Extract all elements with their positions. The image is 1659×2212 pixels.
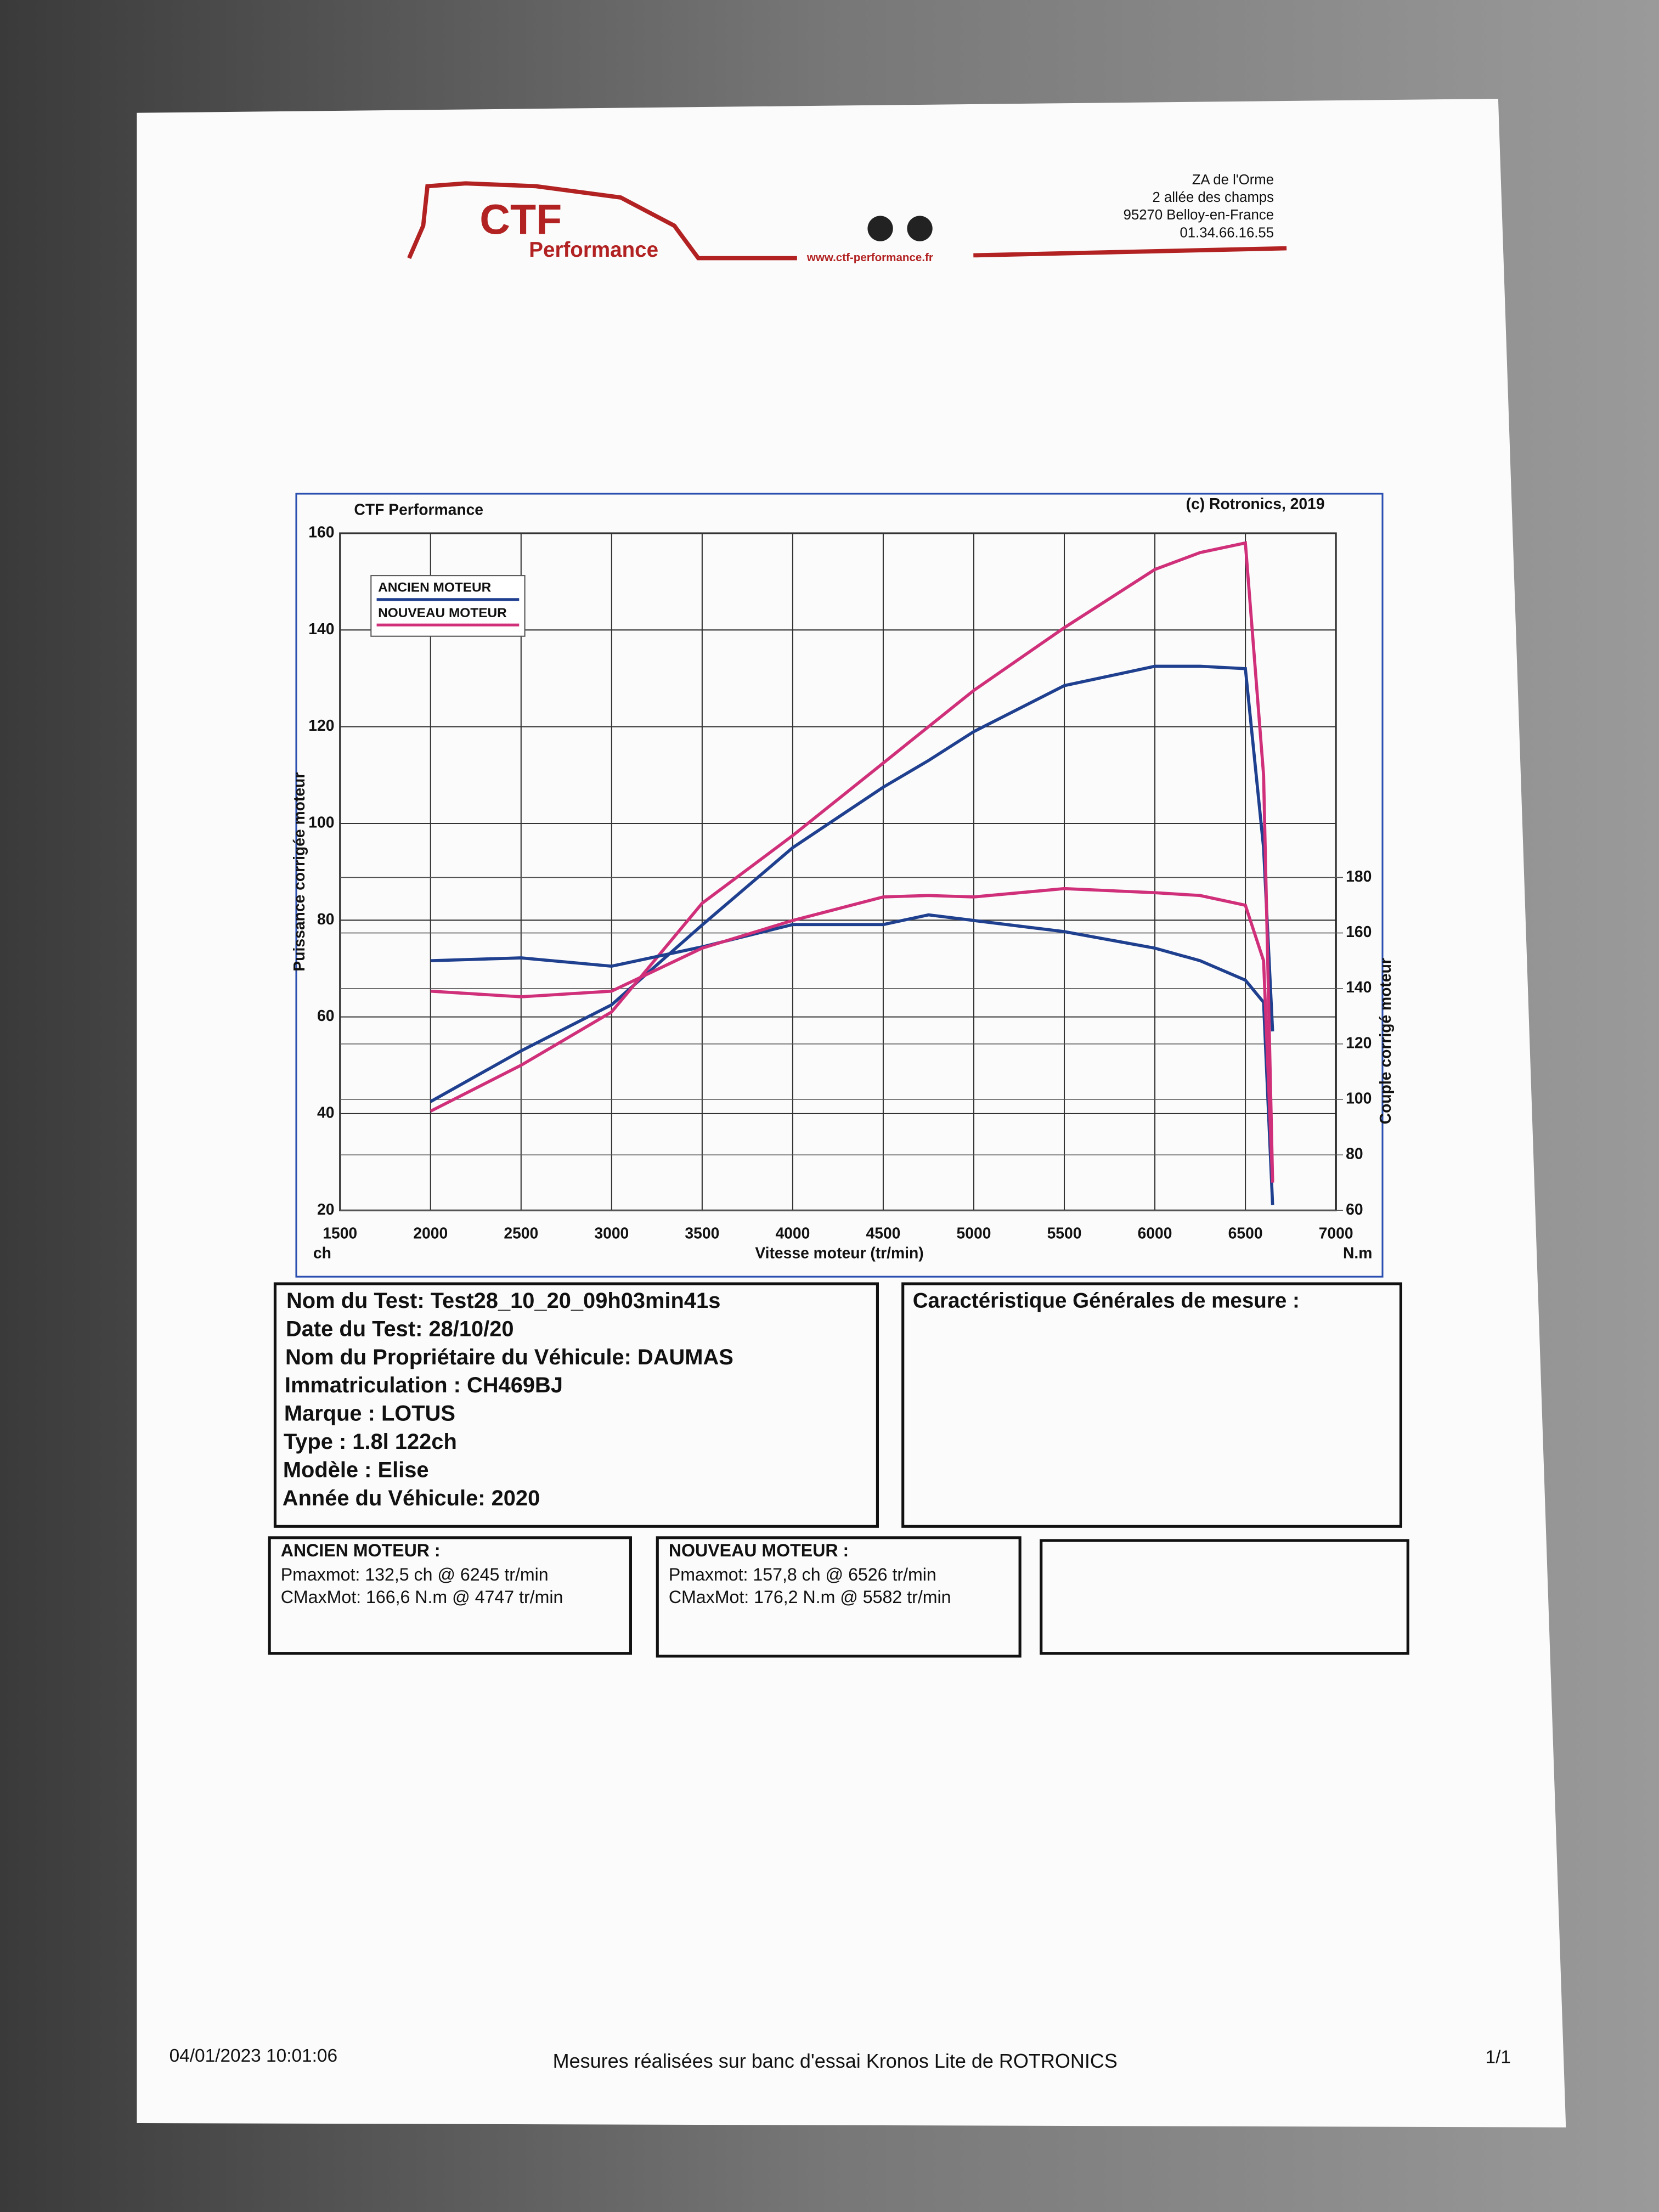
test-info-box: [273, 1282, 879, 1528]
legend-label: NOUVEAU MOTEUR: [378, 606, 507, 620]
y-tick-label: 160: [308, 523, 334, 540]
x-tick-label: 4500: [866, 1224, 901, 1242]
chart-copyright: (c) Rotronics, 2019: [1186, 495, 1325, 512]
y2-tick-label: 100: [1346, 1089, 1372, 1107]
test-info-line: Marque : LOTUS: [284, 1402, 455, 1426]
y-tick-label: 100: [308, 813, 334, 831]
header-rule: [973, 246, 1287, 258]
result-title: NOUVEAU MOTEUR :: [669, 1541, 849, 1560]
y-unit: ch: [313, 1244, 331, 1261]
test-info-line: Type : 1.8l 122ch: [284, 1430, 457, 1454]
logo-shape: [407, 181, 797, 261]
legend-label: ANCIEN MOTEUR: [378, 580, 491, 595]
address-line: ZA de l'Orme: [1192, 172, 1274, 188]
test-info-line: Nom du Propriétaire du Véhicule: DAUMAS: [285, 1345, 733, 1369]
y-tick-label: 140: [308, 620, 334, 637]
test-info-line: Immatriculation : CH469BJ: [285, 1373, 563, 1397]
x-tick-label: 3500: [685, 1224, 719, 1242]
address-line: 01.34.66.16.55: [1180, 225, 1274, 240]
y2-tick-label: 140: [1346, 978, 1372, 996]
test-info-line: Année du Véhicule: 2020: [283, 1486, 540, 1510]
y-tick-label: 40: [317, 1103, 334, 1121]
test-info-line: Modèle : Elise: [283, 1458, 429, 1482]
x-tick-label: 2000: [413, 1224, 448, 1242]
x-tick-label: 3000: [594, 1224, 629, 1242]
x-tick-label: 6500: [1228, 1224, 1263, 1242]
footer-timestamp: 04/01/2023 10:01:06: [170, 2046, 338, 2066]
result-title: ANCIEN MOTEUR :: [281, 1541, 441, 1560]
empty-box: [1040, 1539, 1409, 1655]
y2-unit: N.m: [1343, 1244, 1372, 1261]
result-line: CMaxMot: 176,2 N.m @ 5582 tr/min: [669, 1587, 951, 1607]
y-tick-label: 20: [317, 1200, 334, 1218]
result-line: CMaxMot: 166,6 N.m @ 4747 tr/min: [281, 1587, 563, 1607]
result-box: [268, 1536, 632, 1655]
result-box: [656, 1536, 1022, 1658]
y2-tick-label: 160: [1346, 923, 1372, 940]
x-axis-label: Vitesse moteur (tr/min): [755, 1244, 923, 1261]
y2-tick-label: 180: [1346, 867, 1372, 885]
characteristics-title: Caractéristique Générales de mesure :: [913, 1289, 1300, 1313]
characteristics-box: [901, 1282, 1403, 1528]
facebook-icon: [867, 216, 893, 241]
logo-main: CTF: [479, 196, 562, 244]
footer-note: Mesures réalisées sur banc d'essai Krono…: [553, 2050, 1118, 2072]
address-line: 95270 Belloy-en-France: [1124, 207, 1274, 223]
series-line: [430, 913, 1274, 1205]
x-tick-label: 7000: [1319, 1224, 1353, 1242]
result-line: Pmaxmot: 157,8 ch @ 6526 tr/min: [669, 1565, 936, 1584]
y2-axis-label: Couple corrigé moteur: [1376, 958, 1394, 1124]
test-info-line: Date du Test: 28/10/20: [286, 1317, 514, 1341]
website: www.ctf-performance.fr: [806, 251, 933, 264]
address-line: 2 allée des champs: [1153, 190, 1274, 205]
x-tick-label: 1500: [323, 1224, 357, 1242]
y2-tick-label: 60: [1346, 1200, 1363, 1218]
x-tick-label: 4000: [775, 1224, 810, 1242]
x-tick-label: 5000: [957, 1224, 991, 1242]
test-info-line: Nom du Test: Test28_10_20_09h03min41s: [286, 1289, 720, 1313]
chart-frame: [295, 493, 1384, 1278]
series-line: [430, 887, 1274, 1183]
series-line: [430, 541, 1274, 1182]
footer-page: 1/1: [1486, 2047, 1511, 2068]
y-axis-label: Puissance corrigée moteur: [290, 772, 308, 972]
y-tick-label: 60: [317, 1007, 334, 1024]
x-tick-label: 5500: [1047, 1224, 1082, 1242]
y-tick-label: 80: [317, 910, 334, 928]
info: Nom du Test: Test28_10_20_09h03min41s Dat…: [281, 1289, 951, 1607]
logo-sub: Performance: [529, 238, 658, 262]
result-line: Pmaxmot: 132,5 ch @ 6245 tr/min: [281, 1565, 549, 1584]
address: ZA de l'Orme 2 allée des champs 95270 Bell…: [1124, 172, 1274, 240]
x-tick-label: 2500: [504, 1224, 538, 1242]
y2-tick-label: 120: [1346, 1034, 1372, 1051]
paper: [137, 99, 1566, 2128]
y-tick-label: 120: [308, 716, 334, 734]
chart-title: CTF Performance: [354, 500, 483, 518]
y2-tick-label: 80: [1346, 1145, 1363, 1163]
x-tick-label: 6000: [1138, 1224, 1172, 1242]
instagram-icon: [907, 216, 933, 241]
chart: 1500 2000 2500 3000 3500 4000 4500 5000 5500 6000…: [308, 523, 1372, 1242]
